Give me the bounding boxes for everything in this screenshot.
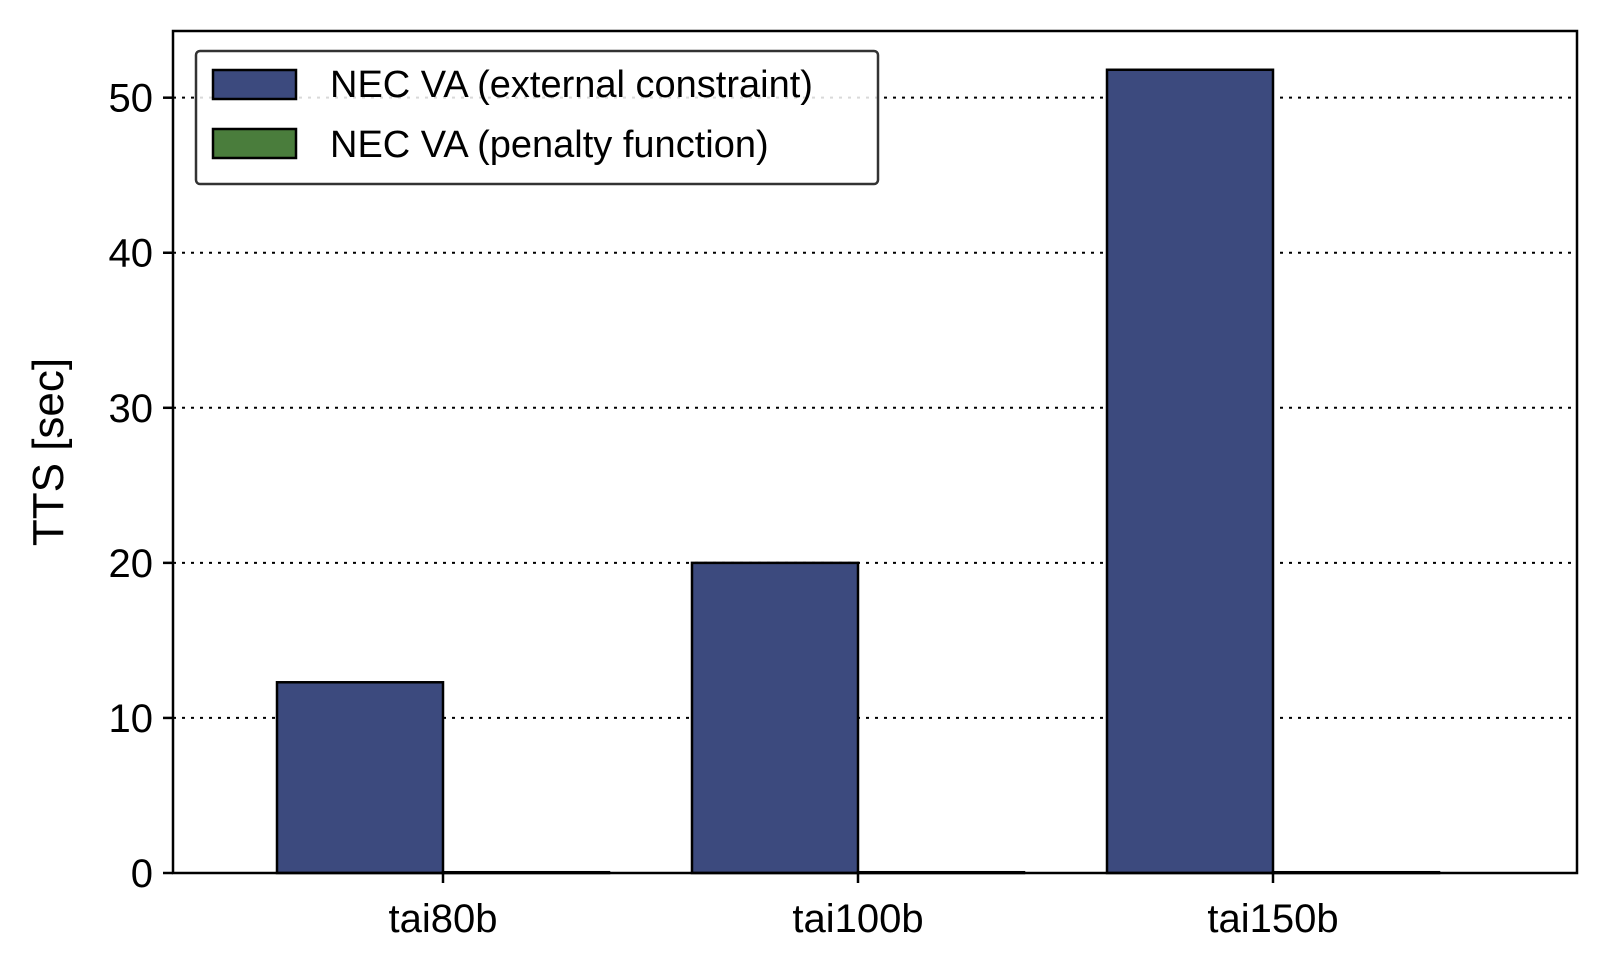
y-tick-label-50: 50 [109,77,154,121]
plot-frame [171,29,1579,875]
grid-lines [173,96,1577,719]
bars [275,68,1441,875]
x-axis-ticks: tai80b tai100b tai150b [389,873,1339,941]
y-tick-label-20: 20 [109,542,154,586]
legend-swatch-external-constraint [211,68,298,101]
x-tick-label-tai100b: tai100b [792,897,923,941]
bar-tai100b-series-0 [690,561,860,875]
legend-swatch-penalty-function [211,127,298,160]
y-tick-label-0: 0 [131,852,153,896]
y-axis-ticks: 0 10 20 30 40 50 [109,77,173,896]
x-tick-label-tai150b: tai150b [1207,897,1338,941]
legend: NEC VA (external constraint) NEC VA (pen… [194,49,880,186]
y-tick-label-40: 40 [109,232,154,276]
bar-tai150b-series-0 [1105,68,1275,875]
y-tick-label-10: 10 [109,697,154,741]
y-axis-label: TTS [sec] [24,358,73,546]
y-tick-label-30: 30 [109,387,154,431]
legend-label-penalty-function: NEC VA (penalty function) [330,124,769,166]
bar-tai80b-series-0 [275,681,445,875]
x-tick-label-tai80b: tai80b [389,897,498,941]
legend-label-external-constraint: NEC VA (external constraint) [330,64,813,106]
legend-box [194,49,880,186]
